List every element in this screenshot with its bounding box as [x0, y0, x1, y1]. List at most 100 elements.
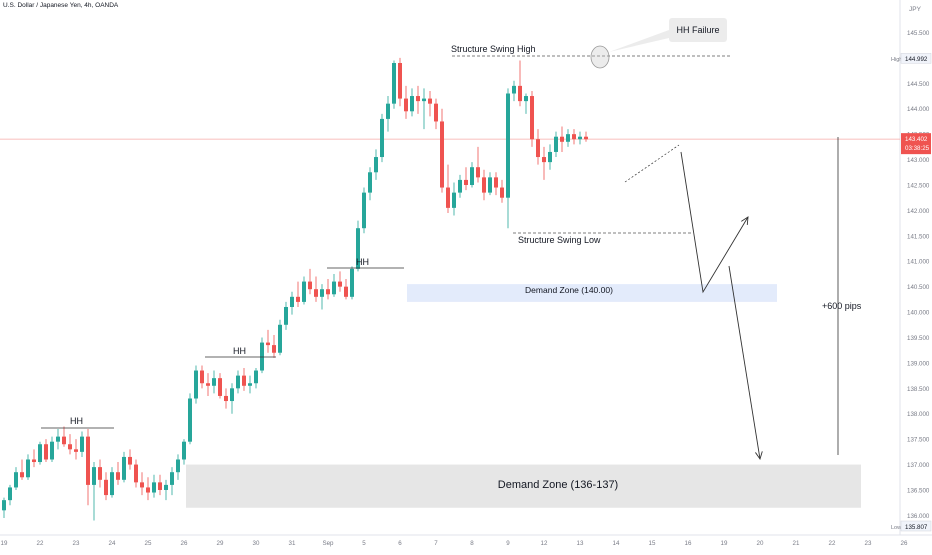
- candle-body: [188, 398, 192, 442]
- candle-body: [554, 136, 558, 152]
- time-tick-label: 5: [362, 540, 366, 547]
- candle-body: [104, 479, 108, 496]
- candle-body: [584, 136, 588, 140]
- time-tick-label: 9: [506, 540, 510, 547]
- time-tick-label: 7: [434, 540, 438, 547]
- price-tick-label: 143.000: [907, 157, 930, 164]
- time-tick-label: 12: [541, 540, 548, 547]
- price-axis[interactable]: 136.000 136.500 137.000 137.500 138.000 138.5…: [891, 30, 932, 532]
- time-tick-label: 15: [649, 540, 656, 547]
- price-tick-label: 139.000: [907, 360, 930, 367]
- candle-body: [266, 342, 270, 346]
- candle-body: [242, 375, 246, 386]
- low-badge-label: Low: [891, 525, 901, 531]
- candle-body: [290, 296, 294, 307]
- price-tick-label: 144.500: [907, 81, 930, 88]
- candle-body: [578, 136, 582, 140]
- candle-body: [194, 370, 198, 399]
- candle-body: [560, 136, 564, 142]
- candle-body: [362, 192, 366, 229]
- candle-body: [92, 467, 96, 485]
- price-tick-label: 140.500: [907, 284, 930, 291]
- hh-failure-circle: [590, 45, 610, 69]
- candle-body: [434, 103, 438, 122]
- current-price-value: 143.402: [905, 136, 928, 143]
- price-tick-label: 138.500: [907, 386, 930, 393]
- candle-body: [386, 103, 390, 119]
- time-tick-label: 23: [865, 540, 872, 547]
- candle-body: [458, 179, 462, 193]
- swing-high-label: Structure Swing High: [451, 44, 536, 54]
- candle-body: [56, 436, 60, 442]
- candle-body: [332, 281, 336, 295]
- candle-body: [50, 441, 54, 460]
- candle-body: [338, 281, 342, 287]
- candle-body: [374, 157, 378, 173]
- price-tick-label: 137.500: [907, 437, 930, 444]
- low-badge: [900, 520, 932, 532]
- candle-body: [98, 467, 102, 480]
- candle-body: [128, 456, 132, 465]
- high-badge-label: High: [891, 57, 902, 63]
- candle-body: [398, 62, 402, 99]
- triangle-lower-line: [624, 144, 680, 183]
- projection-drop-arrowhead: [755, 451, 763, 461]
- price-tick-label: 136.000: [907, 513, 930, 520]
- callout-box: [669, 18, 727, 42]
- candle-body: [146, 487, 150, 493]
- candle-body: [44, 444, 48, 460]
- annotations: Structure Swing High Structure Swing Low H…: [41, 18, 862, 491]
- time-tick-label: 31: [289, 540, 296, 547]
- time-tick-label: 24: [109, 540, 116, 547]
- price-tick-label: 141.000: [907, 259, 930, 266]
- candle-body: [482, 177, 486, 193]
- candle-body: [62, 436, 66, 445]
- candlesticks: [2, 57, 588, 521]
- time-tick-label: 19: [1, 540, 8, 547]
- demand-zone-upper-label: Demand Zone (140.00): [525, 285, 613, 295]
- candle-body: [320, 289, 324, 297]
- candle-body: [392, 62, 396, 104]
- currency-label: JPY: [909, 6, 922, 13]
- candle-body: [8, 487, 12, 501]
- candle-body: [20, 472, 24, 478]
- time-tick-label: 29: [217, 540, 224, 547]
- swing-low-label: Structure Swing Low: [518, 235, 601, 245]
- candle-body: [248, 383, 252, 386]
- candle-body: [182, 441, 186, 460]
- time-tick-label: 22: [37, 540, 44, 547]
- candle-body: [164, 484, 168, 490]
- candle-body: [404, 98, 408, 112]
- candle-body: [2, 500, 6, 511]
- candle-body: [86, 436, 90, 485]
- candle-body: [422, 98, 426, 102]
- candle-body: [224, 395, 228, 402]
- demand-zone-upper: [407, 284, 777, 302]
- candle-body: [536, 139, 540, 158]
- candle-body: [140, 482, 144, 488]
- candle-body: [350, 268, 354, 297]
- time-tick-label: 21: [793, 540, 800, 547]
- candle-body: [32, 459, 36, 463]
- candle-body: [356, 228, 360, 269]
- candle-body: [236, 375, 240, 389]
- price-tick-label: 142.000: [907, 208, 930, 215]
- candle-body: [566, 134, 570, 142]
- candle-body: [410, 96, 414, 112]
- candle-body: [518, 85, 522, 102]
- candle-body: [170, 472, 174, 485]
- candle-body: [110, 472, 114, 496]
- candle-body: [476, 167, 480, 178]
- candle-body: [308, 281, 312, 290]
- time-axis[interactable]: 19 22 23 24 25 26 29 30 31 Sep 5 6 7 8 9 12 13 14 15 16 19 20…: [1, 540, 908, 547]
- candle-body: [176, 459, 180, 473]
- time-tick-label: 30: [253, 540, 260, 547]
- candle-body: [470, 167, 474, 185]
- candle-body: [530, 96, 534, 140]
- time-tick-label: 6: [398, 540, 402, 547]
- candle-body: [440, 121, 444, 188]
- candle-body: [572, 134, 576, 140]
- low-badge-value: 135.807: [905, 524, 928, 531]
